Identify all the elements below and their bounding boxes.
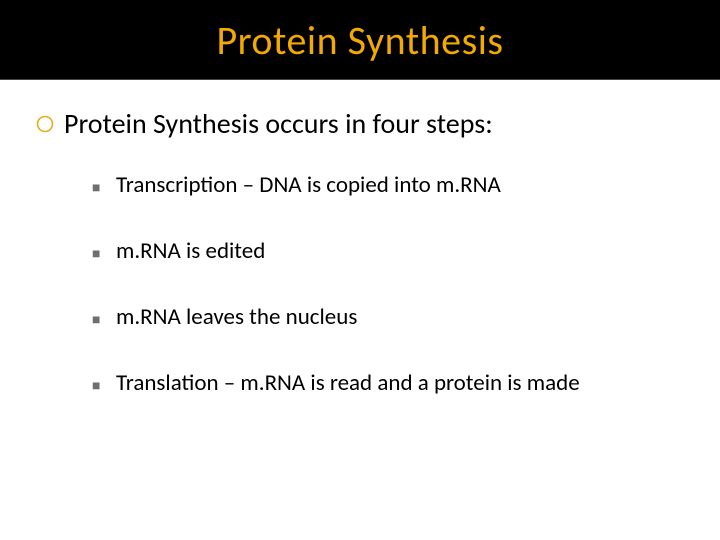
bullet-level2: ■ m.RNA leaves the nucleus [92, 303, 684, 331]
square-bullet-icon: ■ [92, 310, 116, 330]
level1-text: Protein Synthesis occurs in four steps: [64, 106, 493, 141]
title-band: Protein Synthesis [0, 0, 720, 80]
slide-content: Protein Synthesis occurs in four steps: … [0, 80, 720, 397]
slide-title: Protein Synthesis [0, 16, 720, 65]
level2-text: m.RNA leaves the nucleus [116, 303, 357, 331]
bullet-level1: Protein Synthesis occurs in four steps: [36, 106, 684, 141]
circle-bullet-icon [36, 110, 64, 138]
square-bullet-icon: ■ [92, 244, 116, 264]
level2-text: m.RNA is edited [116, 237, 265, 265]
bullet-level2: ■ m.RNA is edited [92, 237, 684, 265]
bullet-level2: ■ Translation – m.RNA is read and a prot… [92, 369, 684, 397]
level2-text: Transcription – DNA is copied into m.RNA [116, 171, 501, 199]
square-bullet-icon: ■ [92, 178, 116, 198]
level2-text: Translation – m.RNA is read and a protei… [116, 369, 580, 397]
bullet-level2: ■ Transcription – DNA is copied into m.R… [92, 171, 684, 199]
square-bullet-icon: ■ [92, 376, 116, 396]
